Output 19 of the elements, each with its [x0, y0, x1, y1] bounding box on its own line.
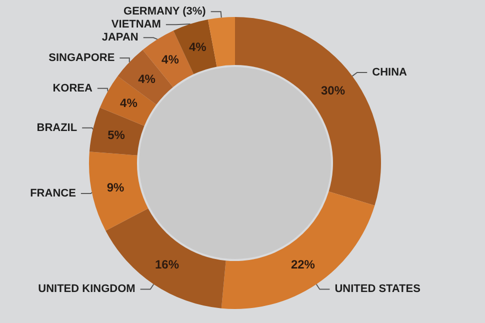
data-label: 4% [138, 72, 156, 86]
slice-label: FRANCE [30, 188, 76, 200]
data-label: 4% [120, 96, 138, 110]
data-label: 5% [108, 128, 126, 142]
data-label: 16% [155, 257, 180, 272]
slice-label: KOREA [52, 82, 92, 94]
slice-label: CHINA [372, 66, 408, 79]
slice-label: VIETNAM [111, 18, 161, 31]
data-label: 4% [162, 52, 180, 67]
slice-label: GERMANY (3%) [124, 6, 206, 18]
data-label: 30% [321, 83, 346, 98]
slice-label: UNITED KINGDOM [38, 283, 136, 296]
slice-label: BRAZIL [36, 122, 78, 134]
data-label: 4% [188, 40, 207, 54]
slice-label: SINGAPORE [48, 52, 115, 64]
slice-label: JAPAN [102, 32, 138, 44]
data-label: 9% [106, 180, 124, 194]
slice-label: UNITED STATES [334, 283, 420, 296]
data-label: 22% [290, 257, 316, 272]
